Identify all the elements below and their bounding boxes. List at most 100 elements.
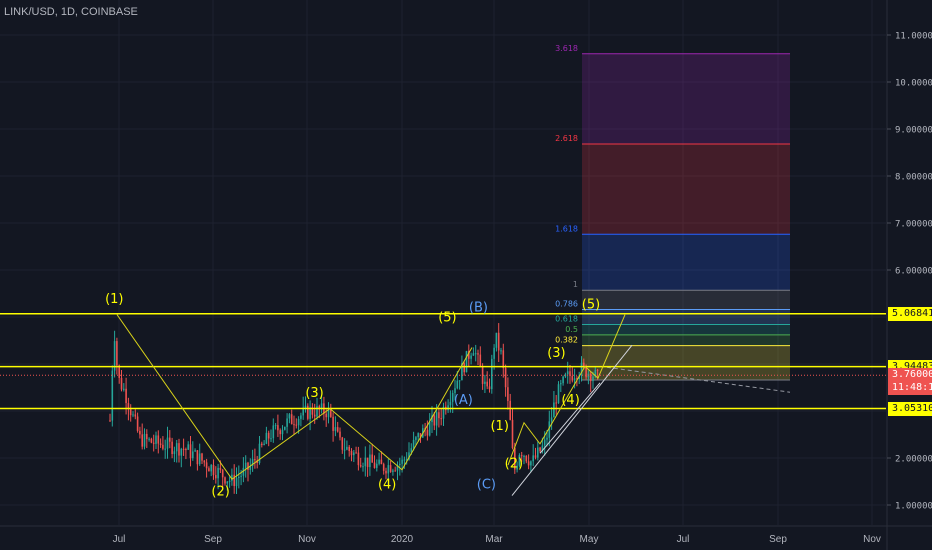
candle-body bbox=[132, 414, 134, 416]
candle-body bbox=[201, 453, 203, 461]
time-tick-label: Jul bbox=[677, 534, 690, 545]
candle-body bbox=[348, 446, 350, 451]
candle-body bbox=[228, 480, 231, 482]
price-tick-label: 2.00000 bbox=[895, 455, 932, 465]
candle-body bbox=[362, 466, 364, 468]
candle-body bbox=[120, 377, 123, 390]
candle-body bbox=[311, 407, 314, 415]
candle-body bbox=[440, 418, 442, 420]
price-axis-tag: 3.05310 bbox=[888, 401, 932, 416]
candle-body bbox=[265, 432, 268, 444]
candle-body bbox=[520, 455, 523, 457]
candle-body bbox=[146, 433, 148, 440]
candle-body bbox=[215, 475, 217, 479]
candle-body bbox=[449, 401, 452, 406]
candle-body bbox=[481, 367, 484, 384]
candle-body bbox=[247, 462, 249, 470]
candle-body bbox=[500, 350, 502, 352]
candle-body bbox=[580, 362, 583, 376]
wave-label: (2) bbox=[505, 456, 523, 471]
candle-body bbox=[571, 375, 574, 381]
candle-body bbox=[385, 470, 387, 474]
candle-body bbox=[382, 464, 385, 471]
candle-body bbox=[543, 439, 546, 446]
fib-zone bbox=[582, 345, 790, 380]
candle-body bbox=[336, 427, 339, 432]
price-tick-label: 10.00000 bbox=[895, 79, 932, 89]
candle-body bbox=[560, 383, 562, 385]
candle-body bbox=[426, 429, 429, 436]
fib-zone bbox=[582, 290, 790, 310]
candle-body bbox=[148, 438, 150, 440]
candle-body bbox=[392, 470, 394, 472]
candle-body bbox=[162, 444, 164, 449]
candle-body bbox=[562, 376, 564, 384]
candle-body bbox=[470, 355, 472, 359]
candle-body bbox=[539, 447, 541, 452]
candle-body bbox=[573, 378, 576, 381]
candle-body bbox=[281, 429, 284, 435]
candle-body bbox=[477, 353, 479, 355]
candle-body bbox=[346, 446, 348, 450]
candle-body bbox=[366, 457, 369, 468]
candle-body bbox=[316, 406, 318, 417]
candle-body bbox=[279, 430, 281, 435]
candle-body bbox=[210, 464, 212, 472]
candle-body bbox=[518, 455, 521, 466]
candle-body bbox=[205, 462, 208, 469]
candle-body bbox=[141, 434, 143, 447]
wave-label: (4) bbox=[561, 393, 579, 408]
candle-body bbox=[187, 444, 189, 450]
fib-projection-line bbox=[599, 365, 791, 393]
candle-body bbox=[320, 403, 323, 410]
candle-body bbox=[550, 417, 553, 422]
candle-body bbox=[442, 406, 445, 419]
candle-body bbox=[504, 368, 507, 388]
wave-label: (1) bbox=[105, 292, 123, 307]
candle-body bbox=[408, 452, 410, 460]
candle-body bbox=[546, 437, 548, 440]
candle-body bbox=[242, 467, 245, 476]
candle-body bbox=[530, 461, 532, 466]
candle-body bbox=[491, 358, 493, 390]
price-tick-label: 9.00000 bbox=[895, 126, 932, 136]
fib-zone bbox=[582, 234, 790, 291]
candle-body bbox=[364, 457, 367, 467]
candle-body bbox=[509, 400, 511, 420]
candle-body bbox=[221, 469, 224, 478]
candle-body bbox=[185, 449, 187, 451]
candle-body bbox=[171, 441, 173, 455]
elliott-wave-line bbox=[116, 314, 473, 480]
candle-body bbox=[389, 465, 392, 472]
candle-body bbox=[548, 421, 551, 438]
candle-body bbox=[343, 449, 346, 451]
price-tick-label: 8.00000 bbox=[895, 173, 932, 183]
price-axis-tag: 11:48:18 bbox=[888, 380, 932, 395]
candle-body bbox=[355, 452, 357, 454]
candle-body bbox=[157, 435, 160, 444]
candle-body bbox=[589, 373, 592, 382]
candle-body bbox=[458, 380, 461, 382]
candle-body bbox=[497, 332, 500, 351]
candle-body bbox=[116, 341, 118, 366]
candle-body bbox=[111, 370, 114, 421]
candle-body bbox=[541, 445, 544, 452]
candle-body bbox=[592, 376, 594, 382]
candle-body bbox=[403, 459, 406, 461]
candle-body bbox=[594, 369, 597, 377]
wave-label: (3) bbox=[305, 386, 323, 401]
candle-body bbox=[290, 414, 293, 425]
price-tick-label: 6.00000 bbox=[895, 267, 932, 277]
candle-body bbox=[357, 452, 360, 466]
candle-body bbox=[208, 468, 210, 472]
candle-body bbox=[198, 453, 201, 465]
candle-body bbox=[169, 437, 171, 442]
fib-zone bbox=[582, 324, 790, 335]
candle-body bbox=[417, 433, 419, 438]
fib-level-label: 0.618 bbox=[555, 315, 578, 324]
candle-body bbox=[194, 450, 196, 452]
candle-body bbox=[410, 448, 413, 453]
candle-body bbox=[192, 451, 194, 459]
elliott-wave-line-2 bbox=[507, 314, 626, 466]
